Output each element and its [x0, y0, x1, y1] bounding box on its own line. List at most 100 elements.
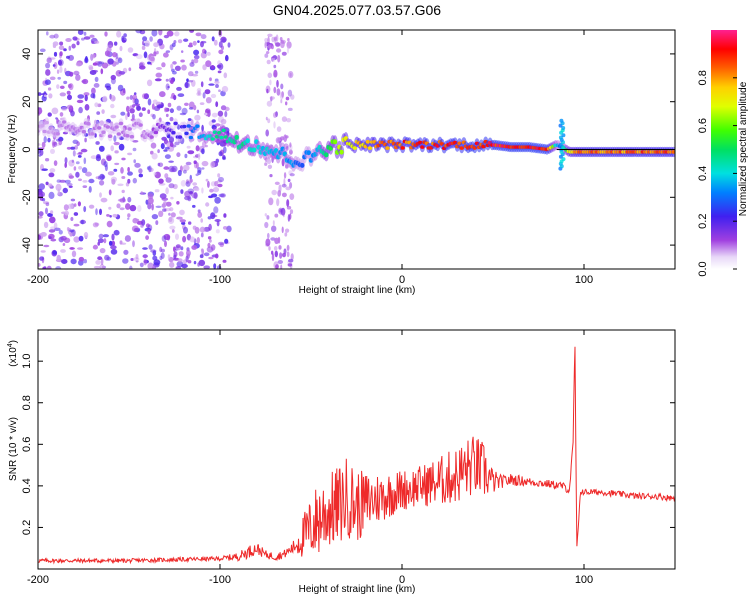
ridge-cell [97, 126, 102, 130]
noise-speck [78, 256, 85, 262]
noise-speck [190, 119, 194, 126]
noise-speck [153, 51, 157, 57]
noise-speck [184, 102, 189, 107]
noise-speck [41, 168, 48, 171]
x-tick-label: 100 [575, 574, 593, 586]
noise-speck [274, 237, 279, 244]
noise-speck [197, 153, 201, 160]
noise-speck [147, 262, 154, 269]
noise-speck [224, 111, 228, 118]
noise-speck [100, 197, 108, 203]
noise-speck [77, 155, 82, 158]
noise-speck [174, 141, 180, 146]
noise-speck [84, 57, 89, 64]
noise-speck [69, 71, 74, 77]
noise-speck [95, 176, 100, 180]
noise-speck [148, 167, 154, 172]
noise-speck [173, 246, 176, 252]
noise-speck [98, 175, 101, 180]
noise-speck [187, 188, 195, 194]
noise-speck [101, 62, 109, 69]
noise-speck [148, 244, 153, 250]
noise-speck [273, 64, 277, 69]
noise-speck [210, 65, 215, 69]
noise-speck [93, 83, 100, 88]
noise-speck [106, 214, 110, 217]
noise-speck [189, 30, 194, 33]
colorbar-tick-label: 0.0 [697, 261, 709, 276]
noise-speck [103, 238, 107, 244]
ridge-cell [400, 146, 405, 150]
noise-speck [94, 102, 99, 108]
x-tick-label: -100 [209, 574, 231, 586]
noise-speck [147, 98, 152, 106]
noise-speck [78, 151, 83, 155]
ridge-cell [118, 121, 124, 126]
noise-speck [56, 138, 61, 142]
noise-speck [165, 177, 172, 183]
noise-speck [266, 59, 271, 65]
noise-speck [50, 148, 55, 154]
noise-speck [114, 162, 120, 166]
noise-speck [168, 183, 175, 189]
noise-speck [145, 199, 149, 205]
noise-speck [156, 50, 159, 55]
noise-speck [194, 114, 201, 121]
noise-speck [163, 52, 169, 58]
noise-speck [163, 149, 168, 152]
noise-speck [286, 199, 290, 207]
snr-x-axis: -200 -100 0 100 [27, 330, 593, 586]
noise-speck [120, 111, 126, 116]
noise-speck [78, 166, 83, 170]
noise-speck [150, 142, 157, 149]
noise-speck [187, 80, 193, 83]
noise-speck [286, 118, 291, 123]
noise-speck [217, 183, 223, 188]
noise-speck [177, 93, 185, 97]
noise-speck [184, 82, 191, 89]
noise-speck [59, 51, 63, 57]
noise-speck [156, 67, 162, 70]
noise-speck [206, 51, 211, 56]
noise-speck [200, 248, 204, 252]
noise-speck [69, 232, 73, 237]
noise-speck [139, 65, 146, 70]
noise-speck [110, 103, 115, 109]
noise-speck [76, 41, 80, 46]
noise-speck [179, 219, 186, 223]
noise-speck [131, 113, 135, 120]
noise-speck [283, 134, 288, 142]
ridge-cell [188, 135, 194, 140]
noise-speck [83, 259, 87, 264]
noise-speck [285, 96, 290, 101]
noise-speck [90, 155, 97, 160]
noise-speck [273, 69, 278, 78]
noise-speck [84, 137, 87, 143]
noise-speck [119, 45, 123, 52]
noise-speck [191, 73, 199, 77]
noise-speck [195, 145, 200, 152]
noise-speck [77, 94, 85, 99]
noise-speck [281, 116, 287, 122]
noise-speck [55, 183, 62, 191]
noise-speck [189, 191, 193, 196]
noise-speck [277, 190, 282, 197]
noise-speck [62, 187, 68, 194]
ridge-cell [114, 125, 119, 129]
noise-speck [187, 118, 192, 122]
noise-speck [132, 147, 137, 152]
noise-speck [123, 33, 127, 38]
ridge-cell [55, 132, 60, 136]
noise-speck [134, 98, 139, 105]
spectrogram-x-label: Height of straight line (km) [299, 285, 416, 296]
noise-speck [193, 260, 197, 265]
noise-speck [285, 186, 291, 191]
noise-speck [45, 207, 48, 215]
noise-speck [267, 44, 273, 49]
noise-speck [59, 85, 65, 90]
noise-speck [282, 209, 285, 218]
noise-speck [281, 158, 285, 167]
ridge-cell [177, 135, 183, 139]
noise-speck [205, 178, 209, 182]
